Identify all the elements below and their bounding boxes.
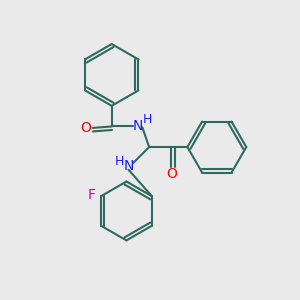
Text: F: F: [88, 188, 96, 202]
Text: N: N: [123, 159, 134, 173]
Text: N: N: [133, 119, 143, 133]
Text: H: H: [142, 113, 152, 127]
Text: O: O: [81, 121, 92, 135]
Text: O: O: [166, 167, 177, 181]
Text: H: H: [115, 155, 124, 168]
